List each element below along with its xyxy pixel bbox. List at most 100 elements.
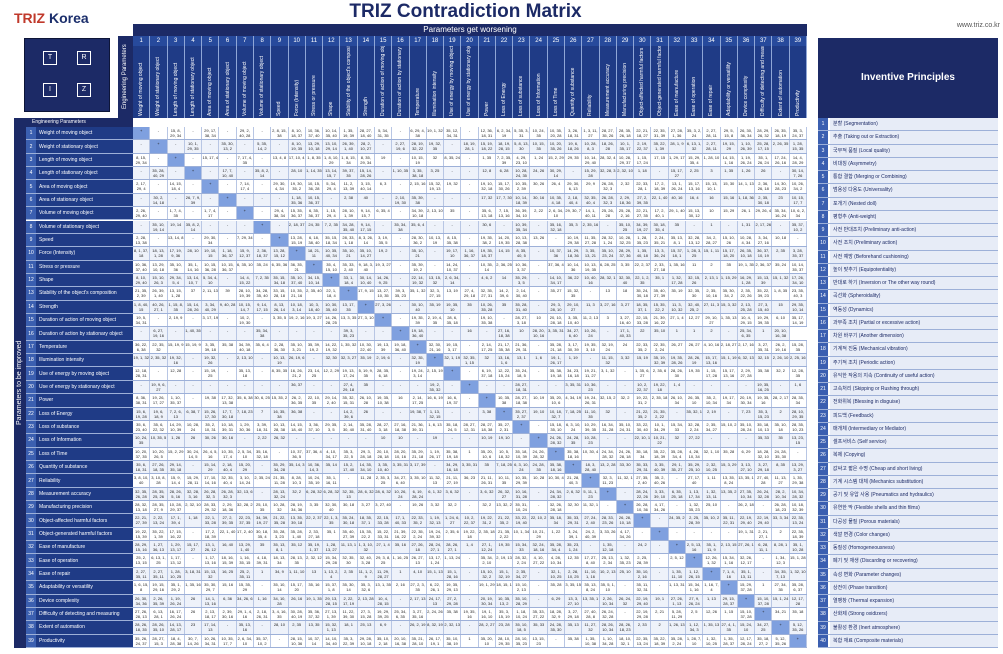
matrix-cell[interactable]: 22, 1, 33, 28 [202,514,220,527]
matrix-cell[interactable]: 3 [703,167,721,180]
matrix-cell[interactable]: 3, 34, 40, 29 [202,300,220,313]
matrix-cell[interactable]: 29, 26, 4 [755,207,773,220]
matrix-cell[interactable]: 3, 33, 39, 10 [651,487,669,501]
matrix-cell[interactable]: - [219,233,237,247]
matrix-cell[interactable]: 35, 10, 19, 14 [150,220,168,233]
matrix-cell[interactable]: 15, 3, 32 [720,300,738,313]
matrix-cell[interactable]: - [219,127,237,140]
matrix-cell[interactable]: - [202,220,220,233]
matrix-cell[interactable]: 10, 18, 39, 31 [219,420,237,434]
matrix-cell[interactable]: 35, 6, 4 [409,220,427,233]
matrix-cell[interactable]: 35, 32, 15, 31 [340,394,358,407]
matrix-cell-diagonal[interactable]: + [461,380,479,394]
matrix-cell[interactable]: 35, 19 [669,287,687,300]
matrix-cell[interactable]: 35, 34, 16, 24 [772,207,790,220]
matrix-cell[interactable]: 28, 20, 10, 16 [392,447,410,460]
matrix-cell[interactable]: 18, 1 [340,621,358,634]
matrix-cell[interactable]: 28, 26, 10, 34 [599,621,617,634]
matrix-cell[interactable]: 35, 39, 19, 2 [410,260,427,273]
matrix-cell[interactable]: 27, 3, 26 [374,300,393,313]
matrix-cell[interactable]: - [686,380,704,394]
matrix-cell[interactable]: 10, 35, 29, 39 [513,474,531,487]
matrix-cell[interactable]: 8, 35, 35 [271,367,289,380]
matrix-cell[interactable]: - [305,327,324,340]
matrix-cell[interactable]: 2, 14, 17, 25 [479,340,496,354]
matrix-cell[interactable]: 3, 28, 35, 37 [789,247,807,260]
matrix-cell[interactable]: 32, 3, 27 [340,354,358,367]
matrix-cell[interactable]: 8, 10, 19, 35 [288,140,306,153]
matrix-cell[interactable]: - [530,367,548,380]
matrix-cell[interactable]: 15, 10, 2, 13 [513,581,531,594]
matrix-cell[interactable]: 3, 35 [306,501,324,514]
matrix-cell[interactable]: 35, 10, 21 [340,247,358,260]
matrix-cell[interactable]: 2, 11, 13 [202,287,220,300]
matrix-cell[interactable]: 8, 10, 18, 37 [289,127,306,140]
matrix-cell[interactable]: 35, 38 [219,340,237,354]
matrix-cell[interactable]: 2, 10, 19, 30 [392,193,410,207]
matrix-cell[interactable]: 36, 37, 10, 19 [755,247,773,260]
matrix-cell[interactable]: 30, 14, 10, 40 [357,273,375,287]
matrix-cell[interactable]: 15, 29, 28 [582,167,600,180]
matrix-cell[interactable]: - [254,207,272,220]
matrix-cell[interactable]: 4, 17, 34, 26 [651,501,669,514]
matrix-cell[interactable]: 15, 17, 4 [202,153,220,167]
matrix-cell[interactable]: 17, 15 [651,153,669,167]
matrix-cell[interactable]: - [219,207,237,220]
matrix-cell[interactable]: 16, 25 [219,567,237,581]
matrix-cell[interactable]: 19, 24, 39, 32 [427,527,445,541]
matrix-cell[interactable]: 35, 28, 6, 37 [790,581,807,594]
matrix-cell[interactable]: 15, 13, 39 [755,273,773,287]
matrix-cell[interactable]: 10, 26, 24 [582,327,600,340]
matrix-cell[interactable]: - [167,380,185,394]
matrix-cell[interactable]: 10, 3, 18, 40 [305,300,324,313]
matrix-cell[interactable]: 1, 35, 11, 10 [668,567,687,581]
matrix-cell[interactable]: 35, 18, 10, 13 [755,420,773,434]
matrix-cell-diagonal[interactable]: + [271,233,289,247]
matrix-cell[interactable]: 35, 1, 14, 16 [185,260,203,273]
matrix-cell[interactable]: 35, 3, 32, 6 [358,581,375,594]
matrix-cell[interactable]: 16, 35, 38 [271,407,289,420]
matrix-cell[interactable]: 32, 28, 2, 24 [686,420,704,434]
matrix-cell[interactable]: 6, 28, 11, 1 [755,541,773,554]
matrix-cell[interactable]: - [530,594,548,607]
matrix-cell[interactable]: 14, 15, 1, 16 [721,153,738,167]
matrix-cell[interactable]: - [202,140,220,153]
matrix-cell[interactable]: 21, 35, 2, 39 [133,287,151,300]
matrix-cell[interactable]: - [495,380,514,394]
matrix-cell[interactable]: - [323,193,341,207]
matrix-cell[interactable]: 35, 1 [323,527,341,541]
matrix-cell-diagonal[interactable]: + [772,621,790,634]
matrix-cell[interactable]: 17, 10, 14, 16 [202,474,220,487]
matrix-cell[interactable]: 2, 18, 26, 31 [254,607,272,621]
matrix-cell[interactable]: 2, 6, 34, 14 [444,273,462,287]
matrix-cell[interactable]: 2, 35, 3, 25 [375,474,393,487]
matrix-cell[interactable]: 3, 17, 19 [202,314,220,327]
matrix-cell[interactable]: - [150,367,168,380]
matrix-cell[interactable]: 35, 28, 40, 29 [150,167,168,180]
matrix-cell[interactable]: 22, 35, 18, 39 [790,527,807,541]
matrix-cell[interactable]: 10, 1, 34, 29 [651,420,669,434]
matrix-cell[interactable]: 35, 29, 25, 10 [686,460,704,474]
matrix-cell[interactable]: 7, 2, 35 [323,220,341,233]
matrix-cell[interactable]: 6, 3 [375,180,393,193]
matrix-cell[interactable]: 28, 2, 10, 34 [772,487,790,501]
matrix-cell[interactable]: 2 [703,327,721,340]
matrix-cell[interactable]: 30, 18 [340,501,358,514]
matrix-cell[interactable]: 3, 35, 31 [565,380,583,394]
matrix-cell[interactable]: 19, 21, 11, 27 [582,367,600,380]
matrix-cell[interactable]: 14, 2, 39, 6 [340,407,358,420]
matrix-cell[interactable]: 1, 7, 4, 35 [168,207,185,220]
matrix-cell[interactable]: 35, 1, 32 [410,287,427,300]
matrix-cell[interactable]: 9, 14, 15, 7 [358,207,375,220]
matrix-cell[interactable]: 32, 30 [323,354,341,367]
matrix-cell[interactable]: 18, 35, 37, 1 [634,300,652,313]
matrix-cell-diagonal[interactable]: + [409,340,427,354]
matrix-cell[interactable]: 35 [721,260,738,273]
matrix-cell[interactable]: 10, 14, 18, 39 [513,193,531,207]
matrix-cell[interactable]: 1 [461,634,479,647]
matrix-cell[interactable]: 10, 14, 29, 40 [582,153,600,167]
matrix-cell[interactable]: 12, 2, 29 [323,367,341,380]
matrix-cell[interactable]: 10, 14, 35, 37 [790,260,807,273]
matrix-cell[interactable]: 12, 26 [703,607,721,621]
matrix-cell[interactable]: 1, 10, 26, 39 [737,140,756,153]
